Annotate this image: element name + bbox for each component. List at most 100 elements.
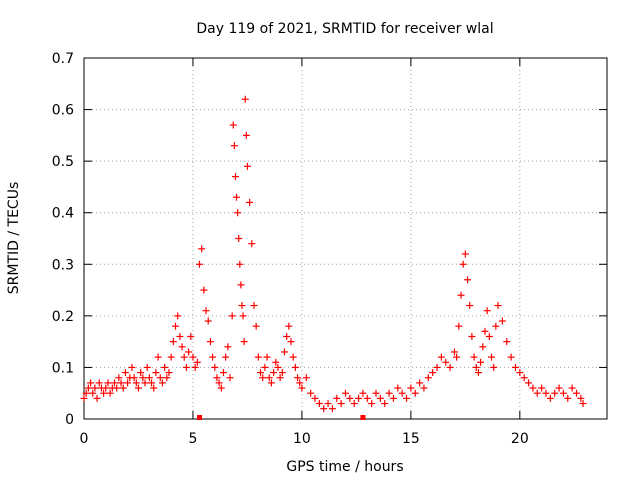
data-point xyxy=(158,379,166,387)
data-point xyxy=(342,389,349,397)
data-point xyxy=(128,363,136,371)
data-point xyxy=(376,394,384,402)
data-point xyxy=(296,379,304,387)
data-point xyxy=(564,394,572,402)
data-point xyxy=(274,363,282,371)
data-point xyxy=(176,332,184,340)
data-point xyxy=(577,394,585,402)
data-point xyxy=(202,307,210,315)
data-point xyxy=(139,374,147,382)
data-point xyxy=(240,338,248,346)
x-tick-label: 15 xyxy=(402,431,420,447)
data-point xyxy=(267,379,275,387)
data-point xyxy=(285,322,293,330)
data-point xyxy=(538,384,546,392)
data-point xyxy=(209,353,217,361)
data-point xyxy=(398,389,406,397)
data-point xyxy=(156,374,164,382)
data-point xyxy=(337,400,345,408)
data-point xyxy=(411,389,419,397)
data-point xyxy=(215,379,223,387)
data-point xyxy=(464,276,472,284)
data-point xyxy=(572,389,580,397)
data-point xyxy=(104,379,112,387)
data-point xyxy=(372,389,380,397)
x-tick-label: 20 xyxy=(511,431,529,447)
data-point xyxy=(511,363,519,371)
data-point xyxy=(363,394,371,402)
data-point xyxy=(169,338,177,346)
data-point xyxy=(446,363,454,371)
x-tick-label: 0 xyxy=(80,431,89,447)
chart-title: Day 119 of 2021, SRMTID for receiver wla… xyxy=(196,21,493,37)
data-point xyxy=(488,353,496,361)
x-tick-label: 10 xyxy=(293,431,311,447)
data-point xyxy=(479,343,487,351)
data-point xyxy=(498,317,506,325)
data-point xyxy=(442,358,450,366)
data-point xyxy=(307,389,315,397)
data-point xyxy=(87,379,95,387)
data-points xyxy=(80,95,587,420)
data-point xyxy=(559,389,567,397)
data-point xyxy=(80,394,88,402)
data-point xyxy=(346,394,354,402)
x-axis-label: GPS time / hours xyxy=(286,459,403,475)
data-point xyxy=(294,374,302,382)
data-point xyxy=(243,162,251,170)
data-point xyxy=(466,302,474,310)
data-point xyxy=(235,235,243,242)
y-tick-label: 0 xyxy=(65,412,74,428)
data-point xyxy=(542,389,550,397)
data-point xyxy=(172,322,180,330)
data-point xyxy=(457,291,465,299)
data-point xyxy=(137,369,145,377)
data-point xyxy=(481,327,489,335)
data-point xyxy=(320,405,328,413)
data-point xyxy=(385,389,393,397)
data-point xyxy=(492,322,500,330)
data-point xyxy=(259,374,267,382)
data-point xyxy=(298,384,306,392)
data-point xyxy=(291,363,299,371)
data-point xyxy=(115,374,123,382)
data-point xyxy=(219,369,227,377)
data-point xyxy=(529,384,537,392)
data-point xyxy=(328,405,336,413)
data-point xyxy=(241,95,249,103)
data-point xyxy=(102,384,110,392)
data-point xyxy=(494,302,502,310)
data-point xyxy=(191,363,199,371)
data-point xyxy=(154,353,162,361)
data-point xyxy=(174,312,182,320)
data-point xyxy=(424,374,432,382)
data-point xyxy=(507,353,515,361)
data-point xyxy=(217,384,225,392)
data-point xyxy=(224,343,232,351)
data-point xyxy=(148,379,156,387)
data-point xyxy=(516,369,524,377)
data-point xyxy=(525,379,533,387)
data-point xyxy=(234,209,242,217)
data-point xyxy=(100,389,108,397)
data-point xyxy=(579,400,587,408)
data-point xyxy=(389,394,397,402)
data-point xyxy=(93,394,101,402)
data-point xyxy=(278,369,286,377)
data-point xyxy=(485,332,493,340)
data-point xyxy=(150,384,158,392)
data-point xyxy=(121,369,129,377)
data-point xyxy=(350,400,358,408)
y-tick-label: 0.4 xyxy=(52,206,74,222)
x-tick-label: 5 xyxy=(188,431,197,447)
data-point xyxy=(270,369,278,377)
data-point xyxy=(546,394,554,402)
data-point xyxy=(82,389,90,397)
data-point xyxy=(433,363,441,371)
zero-marker xyxy=(196,415,202,420)
data-point xyxy=(280,348,288,356)
data-point xyxy=(152,369,160,377)
data-point xyxy=(189,353,197,361)
data-point xyxy=(206,338,214,346)
